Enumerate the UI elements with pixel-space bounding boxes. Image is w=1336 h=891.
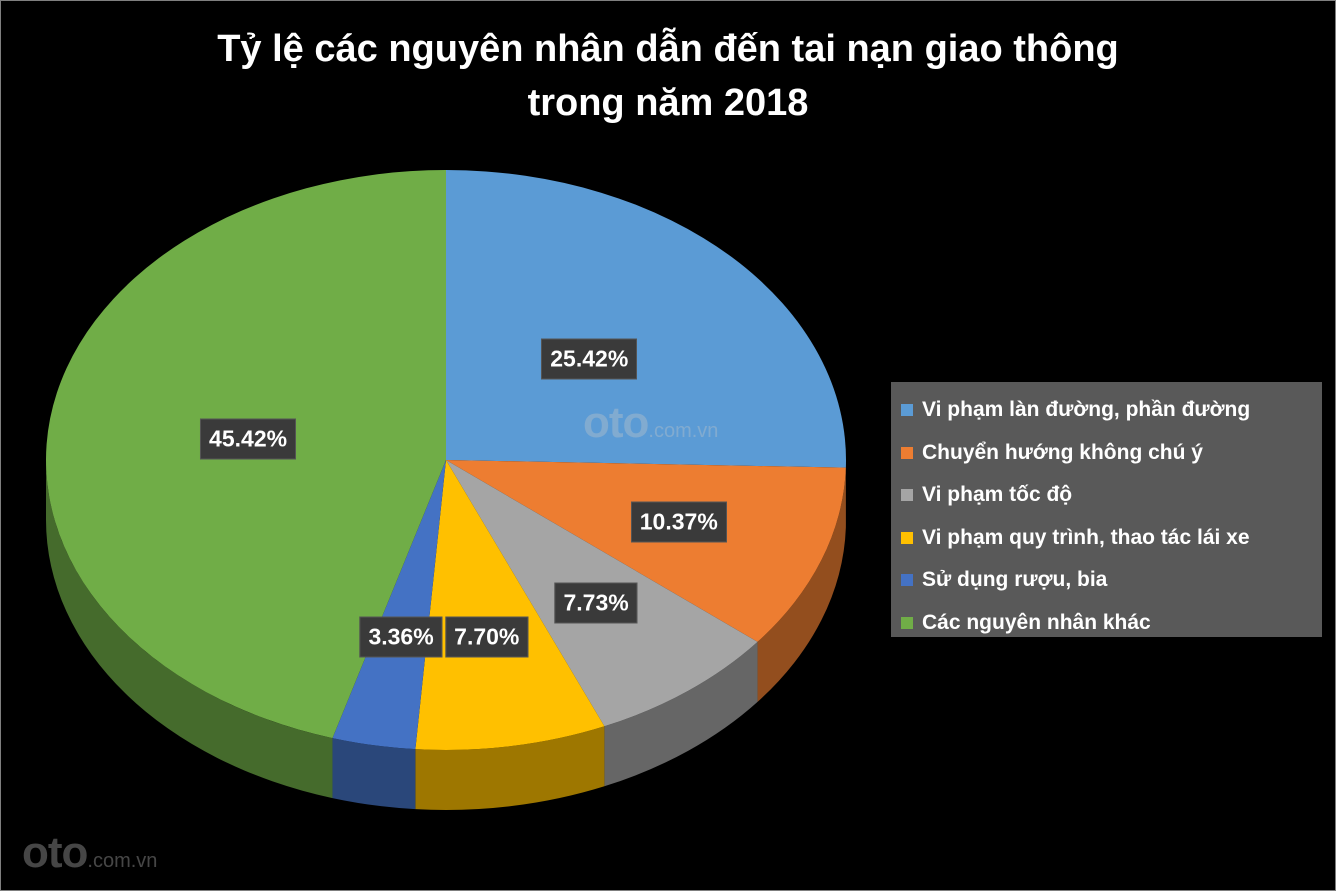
legend-item-vi-pham-toc-do: Vi phạm tốc độ (901, 474, 1322, 517)
data-label-vi-pham-toc-do: 7.73% (554, 582, 638, 624)
legend-label: Vi phạm tốc độ (922, 483, 1073, 507)
legend-swatch (901, 446, 913, 459)
data-label-chuyen-huong-khong-chu-y: 10.37% (630, 501, 727, 543)
legend-swatch (901, 404, 913, 417)
chart-title-line-1: Tỷ lệ các nguyên nhân dẫn đến tai nạn gi… (217, 28, 1119, 70)
legend-swatch (901, 574, 913, 587)
legend-item-chuyen-huong-khong-chu-y: Chuyển hướng không chú ý (901, 432, 1322, 475)
legend-swatch (901, 489, 913, 502)
pie-slice-chuyen-huong-khong-chu-y (446, 460, 846, 642)
data-label-su-dung-ruou-bia: 3.36% (359, 616, 443, 658)
data-label-vi-pham-quy-trinh-thao-tac-lai-xe: 7.70% (445, 616, 529, 658)
watermark-center: oto.com.vn (583, 398, 718, 448)
legend-label: Vi phạm làn đường, phần đường (922, 398, 1251, 422)
legend-item-su-dung-ruou-bia: Sử dụng rượu, bia (901, 559, 1322, 602)
pie-slice-su-dung-ruou-bia (332, 460, 446, 750)
watermark-corner-domain: .com.vn (87, 850, 158, 872)
pie-tops (46, 170, 846, 750)
legend-label: Chuyển hướng không chú ý (922, 440, 1203, 464)
legend-label: Sử dụng rượu, bia (922, 568, 1108, 592)
legend-item-vi-pham-quy-trinh-thao-tac-lai-xe: Vi phạm quy trình, thao tác lái xe (901, 517, 1322, 560)
legend-swatch (901, 531, 913, 544)
data-label-cac-nguyen-nhan-khac: 45.42% (200, 418, 297, 460)
legend: Vi phạm làn đường, phần đường Chuyển hướn… (891, 382, 1322, 637)
chart-title-line-2: trong năm 2018 (527, 82, 809, 124)
legend-item-cac-nguyen-nhan-khac: Các nguyên nhân khác (901, 602, 1322, 645)
chart-title: Tỷ lệ các nguyên nhân dẫn đến tai nạn gi… (0, 22, 1336, 130)
pie-slice-vi-pham-quy-trinh-thao-tac-lai-xe (415, 460, 605, 750)
pie-slice-vi-pham-lan-duong-phan-duong (446, 170, 846, 468)
legend-label: Vi phạm quy trình, thao tác lái xe (922, 525, 1250, 549)
pie-side-vi-pham-quy-trinh-thao-tac-lai-xe (415, 726, 605, 810)
pie-side-vi-pham-toc-do (604, 641, 758, 787)
pie-side-su-dung-ruou-bia (332, 738, 416, 810)
pie-sides (46, 460, 846, 810)
legend-swatch (901, 616, 913, 629)
pie-side-chuyen-huong-khong-chu-y (757, 467, 846, 702)
watermark-center-brand: oto (583, 398, 649, 447)
watermark-corner-brand: oto (22, 828, 88, 877)
pie-side-cac-nguyen-nhan-khac (46, 460, 333, 799)
legend-item-vi-pham-lan-duong-phan-duong: Vi phạm làn đường, phần đường (901, 389, 1322, 432)
watermark-corner: oto.com.vn (22, 828, 157, 878)
legend-label: Các nguyên nhân khác (922, 610, 1151, 634)
watermark-center-domain: .com.vn (648, 420, 719, 442)
data-label-vi-pham-lan-duong-phan-duong: 25.42% (541, 338, 638, 380)
